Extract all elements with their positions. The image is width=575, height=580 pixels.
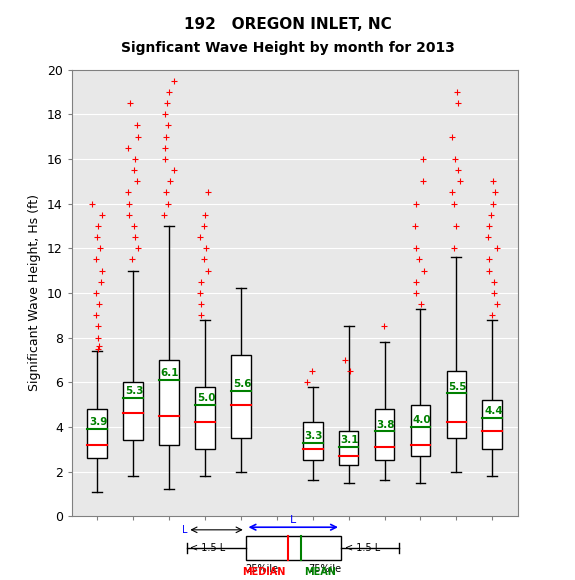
Text: 75%ile: 75%ile (308, 564, 341, 574)
Y-axis label: Significant Wave Height, Hs (ft): Significant Wave Height, Hs (ft) (28, 194, 41, 392)
Bar (482, 400, 502, 449)
Bar (339, 432, 358, 465)
Text: 5.6: 5.6 (233, 379, 251, 389)
Text: 5.3: 5.3 (125, 386, 143, 396)
Text: 6.1: 6.1 (161, 368, 179, 378)
Text: 25%ile: 25%ile (246, 564, 279, 574)
Bar (159, 360, 179, 445)
Bar (303, 422, 323, 461)
Text: MEAN: MEAN (304, 567, 336, 578)
Text: 4.0: 4.0 (412, 415, 431, 425)
Text: L: L (290, 514, 296, 524)
Text: < 1.5 L: < 1.5 L (345, 543, 380, 553)
Text: MEDIAN: MEDIAN (242, 567, 285, 578)
Bar (123, 382, 143, 440)
Text: 3.9: 3.9 (89, 418, 108, 427)
Bar (411, 405, 430, 456)
Text: 5.5: 5.5 (448, 382, 467, 392)
Text: Signficant Wave Height by month for 2013: Signficant Wave Height by month for 2013 (121, 41, 454, 55)
Bar (87, 409, 107, 458)
Text: 3.1: 3.1 (340, 435, 359, 445)
Text: 5.0: 5.0 (197, 393, 215, 403)
Text: 192   OREGON INLET, NC: 192 OREGON INLET, NC (183, 17, 392, 32)
Text: 3.8: 3.8 (377, 419, 395, 430)
Text: L: L (182, 525, 187, 535)
Bar (375, 409, 394, 461)
Bar (195, 387, 214, 449)
Bar (246, 536, 341, 560)
Text: 3.3: 3.3 (305, 431, 323, 441)
Text: < 1.5 L: < 1.5 L (190, 543, 225, 553)
Bar (447, 371, 466, 438)
Text: 4.4: 4.4 (484, 406, 503, 416)
Bar (231, 356, 251, 438)
